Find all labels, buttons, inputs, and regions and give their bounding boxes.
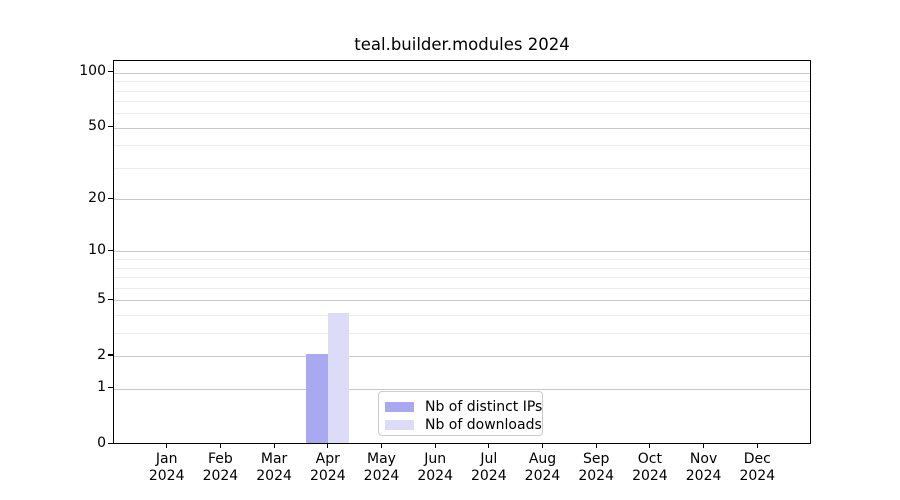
minor-gridline [114,267,810,269]
month-label: Oct [637,451,662,467]
x-tick-label-feb: Feb 2024 [188,451,252,485]
legend: Nb of distinct IPs Nb of downloads [378,391,543,436]
minor-gridline [114,168,810,169]
y-tick-label: 1 [97,379,106,396]
x-tick-mark [703,443,705,448]
x-tick-mark [595,443,597,448]
x-tick-mark [541,443,544,448]
y-tick-mark [108,126,113,128]
y-tick-label: 100 [79,63,106,80]
year-label: 2024 [363,468,400,484]
x-tick-mark [166,443,168,448]
year-label: 2024 [739,468,776,484]
minor-gridline [114,145,810,147]
major-gridline [114,72,810,74]
month-label: Sep [582,451,610,467]
major-gridline [114,300,810,302]
x-tick-label-apr: Apr 2024 [296,451,360,485]
minor-gridline [114,90,810,92]
minor-gridline [114,101,810,103]
y-tick-label: 50 [88,118,106,135]
y-tick-mark [108,197,113,199]
month-label: Nov [689,451,718,467]
y-tick-label: 5 [97,290,106,307]
year-label: 2024 [202,468,239,484]
year-label: 2024 [578,468,614,484]
y-tick-mark [108,298,113,300]
major-gridline [114,251,810,253]
x-tick-mark [219,443,221,448]
major-gridline [114,199,810,201]
x-tick-mark [434,443,436,448]
x-tick-label-mar: Mar 2024 [242,451,306,485]
x-tick-label-sep: Sep 2024 [564,451,628,485]
minor-gridline [114,332,810,334]
y-tick-label: 10 [88,241,106,258]
y-tick-label: 2 [97,346,106,363]
legend-label-downloads: Nb of downloads [425,417,542,433]
major-gridline [114,127,810,129]
month-label: Jun [424,451,447,467]
legend-swatch-downloads-icon [385,420,414,430]
y-tick-mark [108,442,113,445]
y-tick-label: 20 [88,189,106,206]
year-label: 2024 [470,468,507,484]
minor-gridline [114,113,810,115]
month-label: Feb [207,451,233,467]
bar-downloads-apr [327,312,350,443]
x-tick-mark [649,443,651,448]
x-tick-mark [380,443,383,448]
month-label: Apr [315,451,340,467]
month-label: Jul [480,451,498,467]
minor-gridline [114,314,810,316]
x-tick-label-jul: Jul 2024 [457,451,521,485]
year-label: 2024 [309,468,346,484]
month-label: May [367,451,396,467]
legend-item-distinct-ips: Nb of distinct IPs [385,399,542,415]
month-label: Aug [528,451,557,467]
legend-item-downloads: Nb of downloads [385,417,542,433]
x-tick-label-nov: Nov 2024 [672,451,736,485]
x-tick-label-may: May 2024 [350,451,414,485]
y-tick-mark [108,249,113,251]
x-tick-mark [273,443,275,448]
minor-gridline [114,287,810,289]
minor-gridline [114,81,810,83]
major-gridline [114,388,810,390]
x-tick-label-jun: Jun 2024 [403,451,467,485]
year-label: 2024 [256,468,292,484]
y-tick-mark [108,354,113,356]
month-label: Jan [155,451,178,467]
plot-area [113,60,811,444]
year-label: 2024 [148,468,185,484]
x-tick-label-aug: Aug 2024 [511,451,575,485]
x-tick-mark [756,443,758,448]
y-tick-mark [108,387,113,389]
y-tick-label: 0 [97,435,106,451]
x-tick-mark [327,443,329,448]
x-tick-label-oct: Oct 2024 [618,451,682,485]
year-label: 2024 [524,468,561,484]
year-label: 2024 [417,468,453,484]
month-label: Dec [743,451,771,467]
year-label: 2024 [685,468,722,484]
minor-gridline [114,277,810,278]
month-label: Mar [260,451,288,467]
year-label: 2024 [632,468,668,484]
legend-label-distinct-ips: Nb of distinct IPs [425,399,543,415]
legend-swatch-distinct-ips-icon [385,402,414,412]
x-tick-mark [488,443,490,448]
bar-distinct-ips-apr [306,354,328,443]
y-tick-mark [108,71,113,73]
major-gridline [114,356,810,357]
chart-title: teal.builder.modules 2024 [354,35,570,54]
x-tick-label-dec: Dec 2024 [725,451,789,485]
minor-gridline [114,259,810,261]
x-tick-label-jan: Jan 2024 [135,451,199,485]
